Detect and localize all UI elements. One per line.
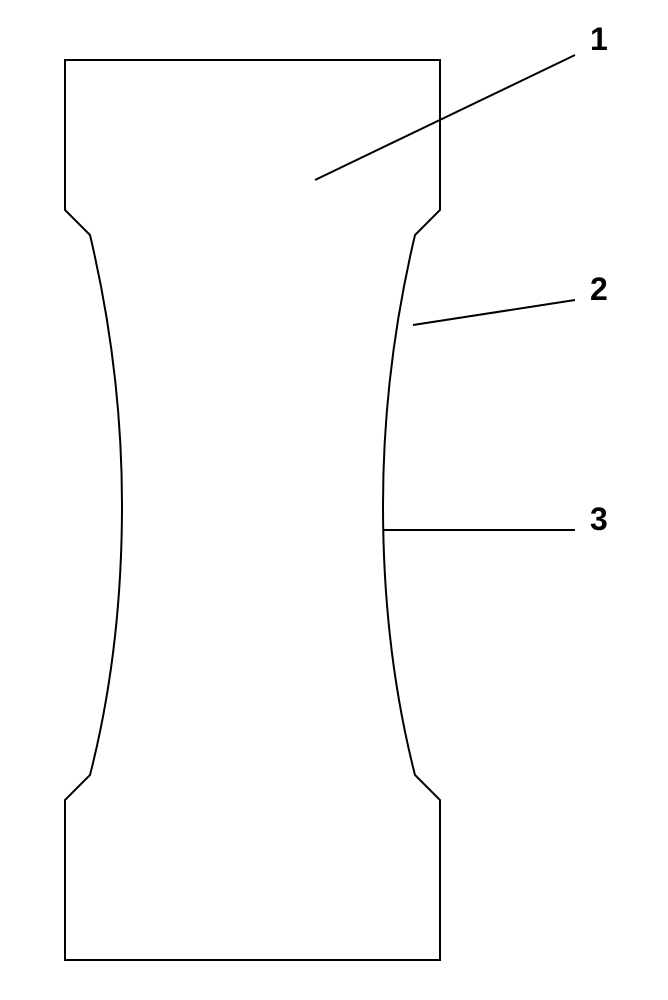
label-3: 3: [590, 501, 608, 537]
leader-line-2: [413, 300, 575, 325]
specimen-diagram: 1 2 3: [0, 0, 668, 1000]
label-2: 2: [590, 271, 608, 307]
specimen-outline: [65, 60, 440, 960]
label-1: 1: [590, 21, 608, 57]
leader-line-1: [315, 55, 575, 180]
diagram-container: 1 2 3: [0, 0, 668, 1000]
